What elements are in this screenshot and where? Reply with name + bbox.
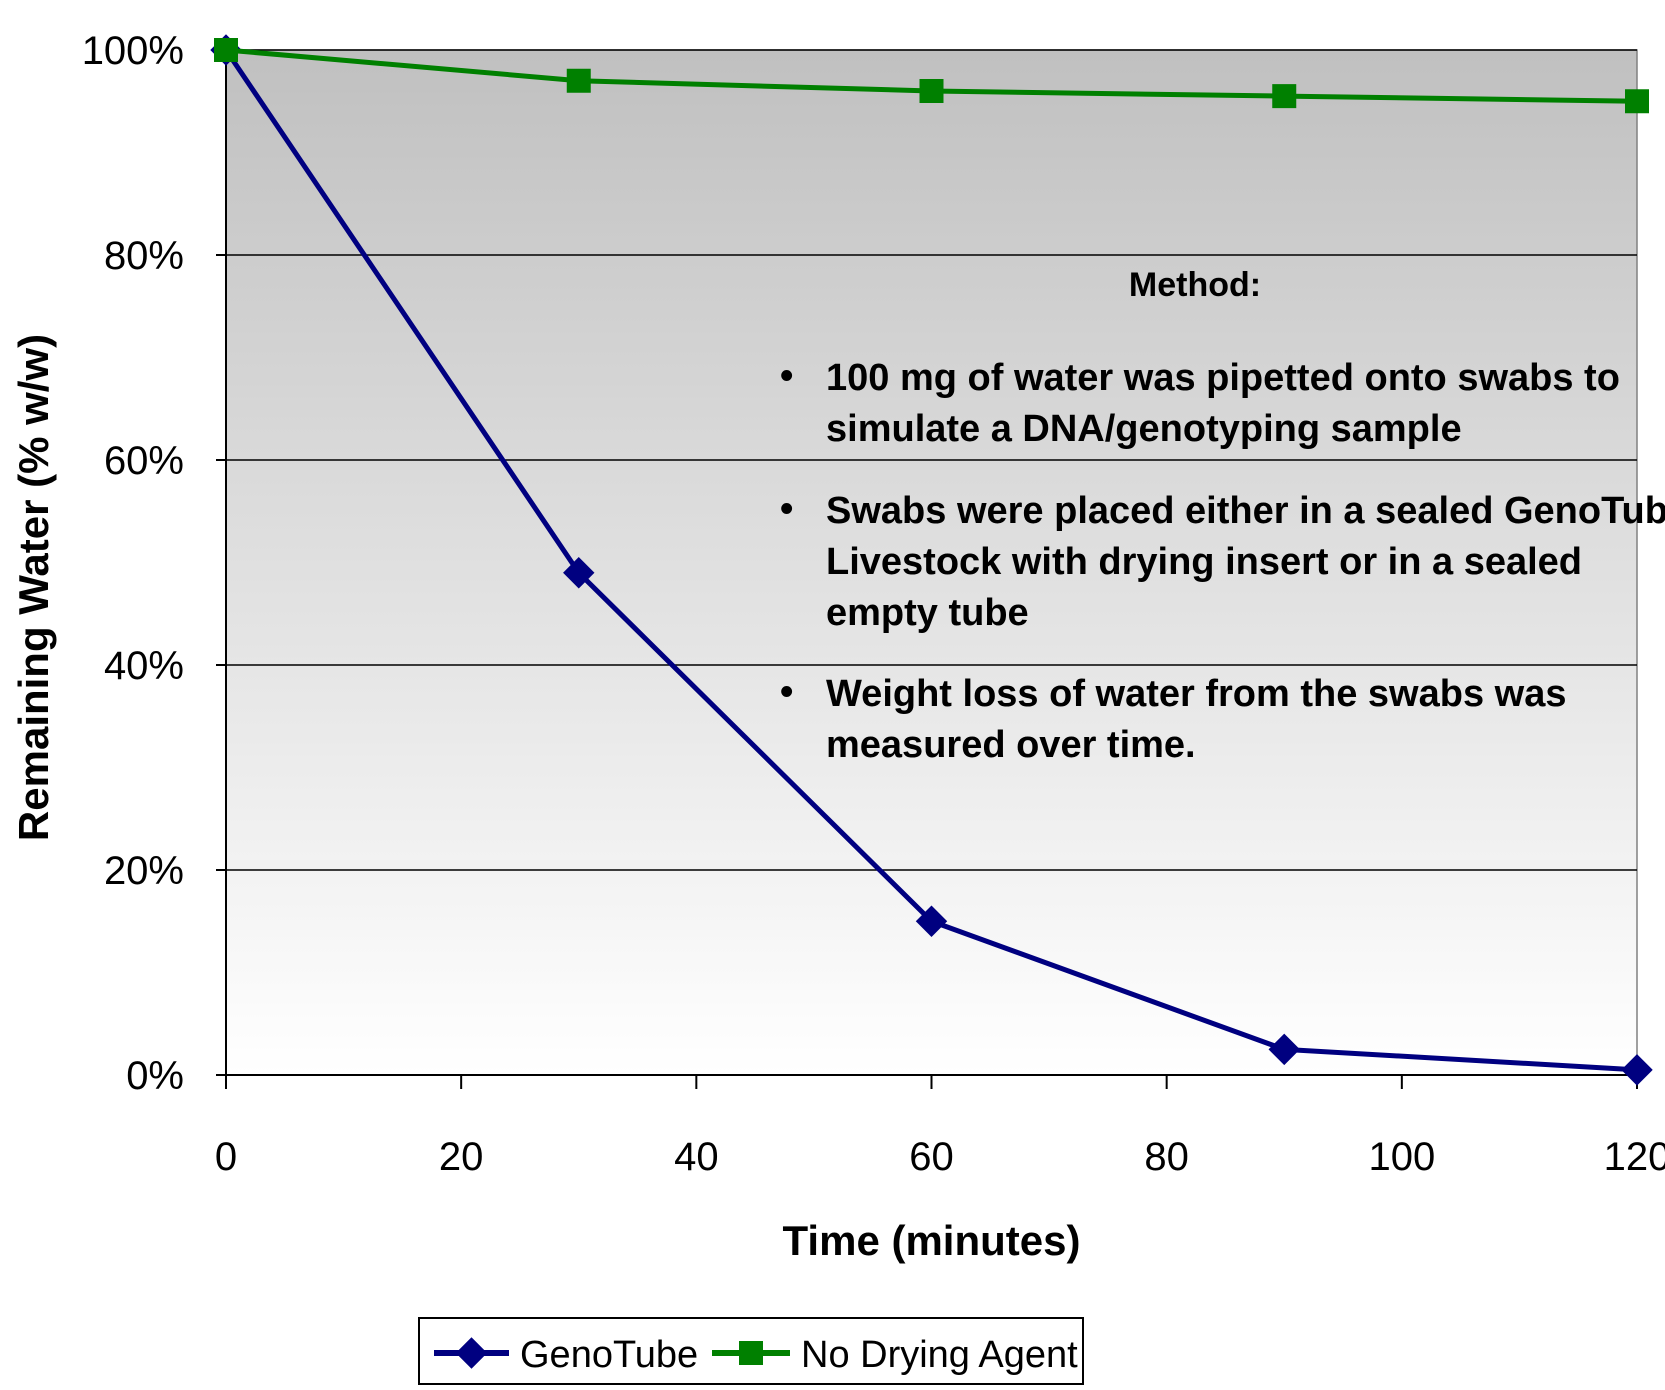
- legend: GenoTube No Drying Agent: [418, 1317, 1084, 1385]
- annotation-bullet-2: • Weight loss of water from the swabs was…: [780, 671, 1566, 766]
- y-tick-label-0: 0%: [126, 1054, 184, 1098]
- legend-label: GenoTube: [520, 1334, 698, 1376]
- legend-label: No Drying Agent: [801, 1334, 1078, 1376]
- data-point-0-4: [1621, 1054, 1653, 1086]
- x-tick-label-0: 0: [215, 1135, 237, 1179]
- x-tick-label-4: 80: [1144, 1135, 1189, 1179]
- method-annotation: Method: • 100 mg of water was pipetted ont…: [780, 266, 1665, 766]
- y-tick-label-2: 40%: [104, 644, 184, 688]
- legend-item-0: GenoTube: [434, 1334, 698, 1376]
- annotation-bullet-symbol: •: [780, 488, 793, 530]
- x-tick-label-5: 100: [1368, 1135, 1435, 1179]
- annotation-line: 100 mg of water was pipetted onto swabs …: [826, 357, 1620, 399]
- axes: 0% 20% 40% 60% 80% 100% 0 20 40 60 80 100 120: [82, 29, 1665, 1179]
- data-point-1-4: [1625, 89, 1649, 114]
- series-layer: [210, 34, 1653, 1086]
- plot-area: [225, 49, 1638, 1076]
- data-point-0-2: [915, 905, 948, 937]
- x-tick-label-6: 120: [1604, 1135, 1665, 1179]
- annotation-bullet-symbol: •: [780, 355, 793, 397]
- annotation-bullet-symbol: •: [780, 671, 793, 713]
- data-point-0-3: [1268, 1033, 1300, 1066]
- data-point-1-1: [566, 68, 591, 93]
- y-axis-title: Remaining Water (% w/w): [10, 334, 57, 841]
- annotation-line: Weight loss of water from the swabs was: [826, 673, 1566, 715]
- x-tick-label-3: 60: [909, 1135, 954, 1179]
- x-tick-label-2: 40: [674, 1135, 719, 1179]
- y-tick-label-3: 60%: [104, 439, 184, 483]
- x-axis-title: Time (minutes): [783, 1217, 1081, 1264]
- gridlines: [226, 49, 1637, 871]
- annotation-bullet-0: • 100 mg of water was pipetted onto swabs…: [780, 355, 1620, 450]
- x-tick-label-1: 20: [439, 1135, 484, 1179]
- annotation-line: Livestock with drying insert or in a sea…: [826, 541, 1582, 583]
- annotation-heading: Method:: [1129, 266, 1261, 304]
- data-point-0-1: [563, 557, 595, 589]
- legend-item-1: No Drying Agent: [712, 1334, 1078, 1376]
- legend-swatch-marker: [739, 1341, 763, 1365]
- annotation-bullet-1: • Swabs were placed either in a sealed Ge…: [780, 488, 1665, 634]
- y-tick-label-1: 20%: [104, 849, 184, 893]
- annotation-line: empty tube: [826, 592, 1029, 634]
- data-point-1-0: [214, 38, 238, 62]
- legend-swatch-marker: [455, 1337, 488, 1369]
- y-tick-label-5: 100%: [82, 29, 184, 73]
- y-tick-label-4: 80%: [104, 234, 184, 278]
- series-1: [214, 38, 1649, 114]
- annotation-line: simulate a DNA/genotyping sample: [826, 408, 1462, 450]
- annotation-line: measured over time.: [826, 724, 1196, 766]
- annotation-line: Swabs were placed either in a sealed Gen…: [826, 490, 1665, 532]
- data-point-1-2: [919, 79, 944, 103]
- data-point-1-3: [1272, 84, 1297, 109]
